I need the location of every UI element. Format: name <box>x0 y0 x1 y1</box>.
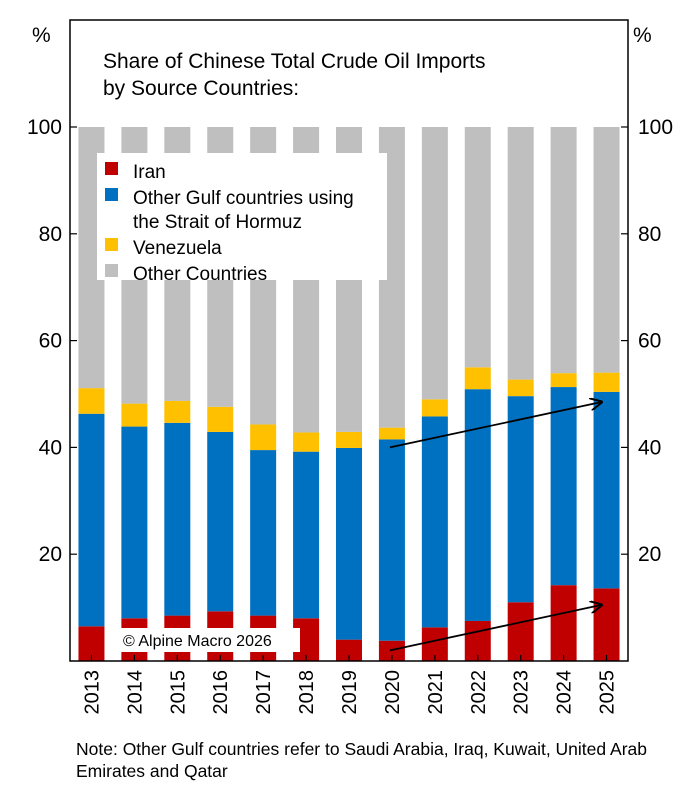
chart-title-line-2: by Source Countries: <box>103 77 299 100</box>
bar-segment-venezuela-2014 <box>121 403 148 427</box>
bar-segment-venezuela-2025 <box>593 372 620 392</box>
right-axis-unit: % <box>633 24 652 47</box>
bar-segment-other-gulf-countries-using-the-strait-of-hormuz-2024 <box>550 387 577 586</box>
bar-segment-other-countries-2021 <box>421 127 448 400</box>
legend-swatch-other-gulf-countries-using-the-strait-of-hormuz <box>105 188 118 201</box>
bar-segment-venezuela-2024 <box>550 373 577 388</box>
left-tick-label-40: 40 <box>39 436 62 459</box>
bar-segment-iran-2024 <box>550 585 577 661</box>
bar-segment-other-gulf-countries-using-the-strait-of-hormuz-2021 <box>421 416 448 628</box>
bar-segment-other-gulf-countries-using-the-strait-of-hormuz-2022 <box>464 389 491 621</box>
bar-segment-other-gulf-countries-using-the-strait-of-hormuz-2015 <box>164 422 191 616</box>
left-tick-label-100: 100 <box>27 116 62 139</box>
right-tick-label-20: 20 <box>638 543 661 566</box>
x-tick-label-2025: 2025 <box>597 670 619 715</box>
bar-segment-other-gulf-countries-using-the-strait-of-hormuz-2020 <box>378 439 405 641</box>
bar-segment-iran-2020 <box>378 640 405 661</box>
trend-arrow-2 <box>389 605 602 652</box>
legend-background <box>97 153 387 280</box>
bar-segment-iran-2022 <box>464 620 491 661</box>
x-tick-label-2024: 2024 <box>554 670 576 715</box>
left-tick-label-60: 60 <box>39 330 62 353</box>
legend-label-other-countries: Other Countries <box>133 264 267 285</box>
bar-segment-venezuela-2023 <box>507 379 534 397</box>
right-tick-label-40: 40 <box>638 436 661 459</box>
copyright-background <box>117 628 300 652</box>
legend-swatch-iran <box>105 162 118 175</box>
chart-title-line-1: Share of Chinese Total Crude Oil Imports <box>103 50 485 73</box>
bar-segment-venezuela-2013 <box>78 388 105 414</box>
x-tick-label-2019: 2019 <box>339 670 361 715</box>
bar-segment-venezuela-2017 <box>250 424 277 451</box>
x-tick-label-2017: 2017 <box>253 670 275 715</box>
bar-segment-venezuela-2021 <box>421 399 448 417</box>
bar-segment-other-countries-2025 <box>593 127 620 373</box>
right-tick-label-80: 80 <box>638 223 661 246</box>
footnote: Note: Other Gulf countries refer to Saud… <box>76 739 647 781</box>
x-tick-label-2020: 2020 <box>382 670 404 715</box>
bar-segment-other-gulf-countries-using-the-strait-of-hormuz-2019 <box>336 447 362 640</box>
bar-segment-venezuela-2016 <box>207 406 234 432</box>
x-tick-label-2015: 2015 <box>167 670 189 715</box>
right-tick-label-100: 100 <box>638 116 673 139</box>
legend-swatch-other-countries <box>105 264 118 277</box>
x-tick-label-2022: 2022 <box>468 670 490 715</box>
bar-segment-other-gulf-countries-using-the-strait-of-hormuz-2025 <box>593 391 620 589</box>
copyright-text: © Alpine Macro 2026 <box>123 633 272 650</box>
bar-segment-other-gulf-countries-using-the-strait-of-hormuz-2013 <box>78 413 105 627</box>
copyright-badge: © Alpine Macro 2026 <box>117 628 300 652</box>
x-tick-label-2014: 2014 <box>124 670 146 715</box>
x-tick-label-2023: 2023 <box>511 670 533 715</box>
left-tick-label-80: 80 <box>39 223 62 246</box>
bar-segment-venezuela-2022 <box>464 367 491 390</box>
bar-segment-other-countries-2023 <box>507 127 534 380</box>
right-tick-label-60: 60 <box>638 330 661 353</box>
bar-segment-iran-2023 <box>507 602 534 661</box>
bar-segment-venezuela-2020 <box>378 427 405 440</box>
bar-segment-other-countries-2024 <box>550 127 577 374</box>
x-tick-label-2021: 2021 <box>425 670 447 715</box>
x-tick-label-2018: 2018 <box>296 670 318 715</box>
bar-segment-venezuela-2015 <box>164 400 191 423</box>
legend-label-iran: Iran <box>133 162 166 183</box>
bar-segment-other-gulf-countries-using-the-strait-of-hormuz-2016 <box>207 431 234 612</box>
legend-swatch-venezuela <box>105 238 118 251</box>
x-tick-label-2016: 2016 <box>210 670 232 715</box>
legend-label-other-gulf-countries-using-the-strait-of-hormuz: Other Gulf countries using <box>133 188 354 209</box>
left-axis-unit: % <box>32 24 51 47</box>
legend-label-other-gulf-countries-using-the-strait-of-hormuz-line-2: the Strait of Hormuz <box>133 212 302 233</box>
bar-segment-other-gulf-countries-using-the-strait-of-hormuz-2017 <box>250 450 277 616</box>
legend: Iran Other Gulf countries using the Strait… <box>97 153 387 285</box>
x-tick-label-2013: 2013 <box>81 670 103 715</box>
bar-segment-iran-2019 <box>336 639 362 661</box>
bar-segment-other-gulf-countries-using-the-strait-of-hormuz-2014 <box>121 426 148 619</box>
legend-label-venezuela: Venezuela <box>133 238 222 259</box>
bar-segment-other-countries-2022 <box>464 127 491 368</box>
arrows-layer <box>389 402 602 652</box>
bar-segment-other-gulf-countries-using-the-strait-of-hormuz-2018 <box>293 451 320 619</box>
trend-arrow-1 <box>389 402 602 449</box>
bar-segment-iran-2025 <box>593 588 620 661</box>
bar-segment-other-gulf-countries-using-the-strait-of-hormuz-2023 <box>507 396 534 603</box>
bar-segment-venezuela-2018 <box>293 432 320 452</box>
left-tick-label-20: 20 <box>39 543 62 566</box>
bar-segment-venezuela-2019 <box>336 431 362 448</box>
